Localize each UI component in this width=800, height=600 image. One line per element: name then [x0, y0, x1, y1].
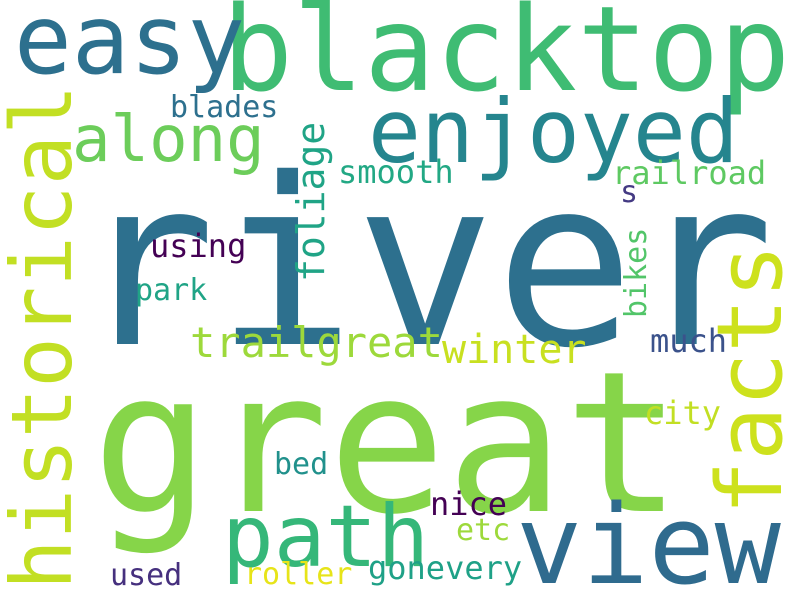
word-park: park — [135, 273, 208, 308]
word-railroad: railroad — [612, 154, 767, 192]
word-bikes: bikes — [619, 227, 654, 318]
word-etc: etc — [456, 513, 511, 548]
word-much: much — [650, 322, 728, 360]
word-winter: winter — [442, 327, 587, 373]
word-smooth: smooth — [338, 153, 454, 191]
word-easy: easy — [14, 0, 246, 96]
word-view: view — [516, 481, 781, 600]
word-blacktop: blacktop — [222, 0, 791, 118]
word-nice: nice — [430, 485, 508, 523]
word-s: s — [620, 175, 639, 210]
word-facts: facts — [698, 244, 800, 515]
word-using: using — [150, 227, 247, 265]
word-bed: bed — [274, 447, 329, 482]
word-along: along — [72, 103, 265, 177]
word-blades: blades — [170, 90, 279, 125]
word-used: used — [110, 558, 183, 593]
word-foliage: foliage — [289, 121, 333, 282]
word-city: city — [644, 394, 722, 432]
word-river: river — [76, 129, 775, 399]
word-great: great — [92, 330, 683, 558]
word-gonevery: gonevery — [368, 549, 523, 587]
word-path: path — [222, 487, 430, 587]
word-trailgreat: trailgreat — [190, 318, 443, 367]
word-enjoyed: enjoyed — [368, 80, 739, 183]
word-roller: roller — [244, 557, 353, 592]
